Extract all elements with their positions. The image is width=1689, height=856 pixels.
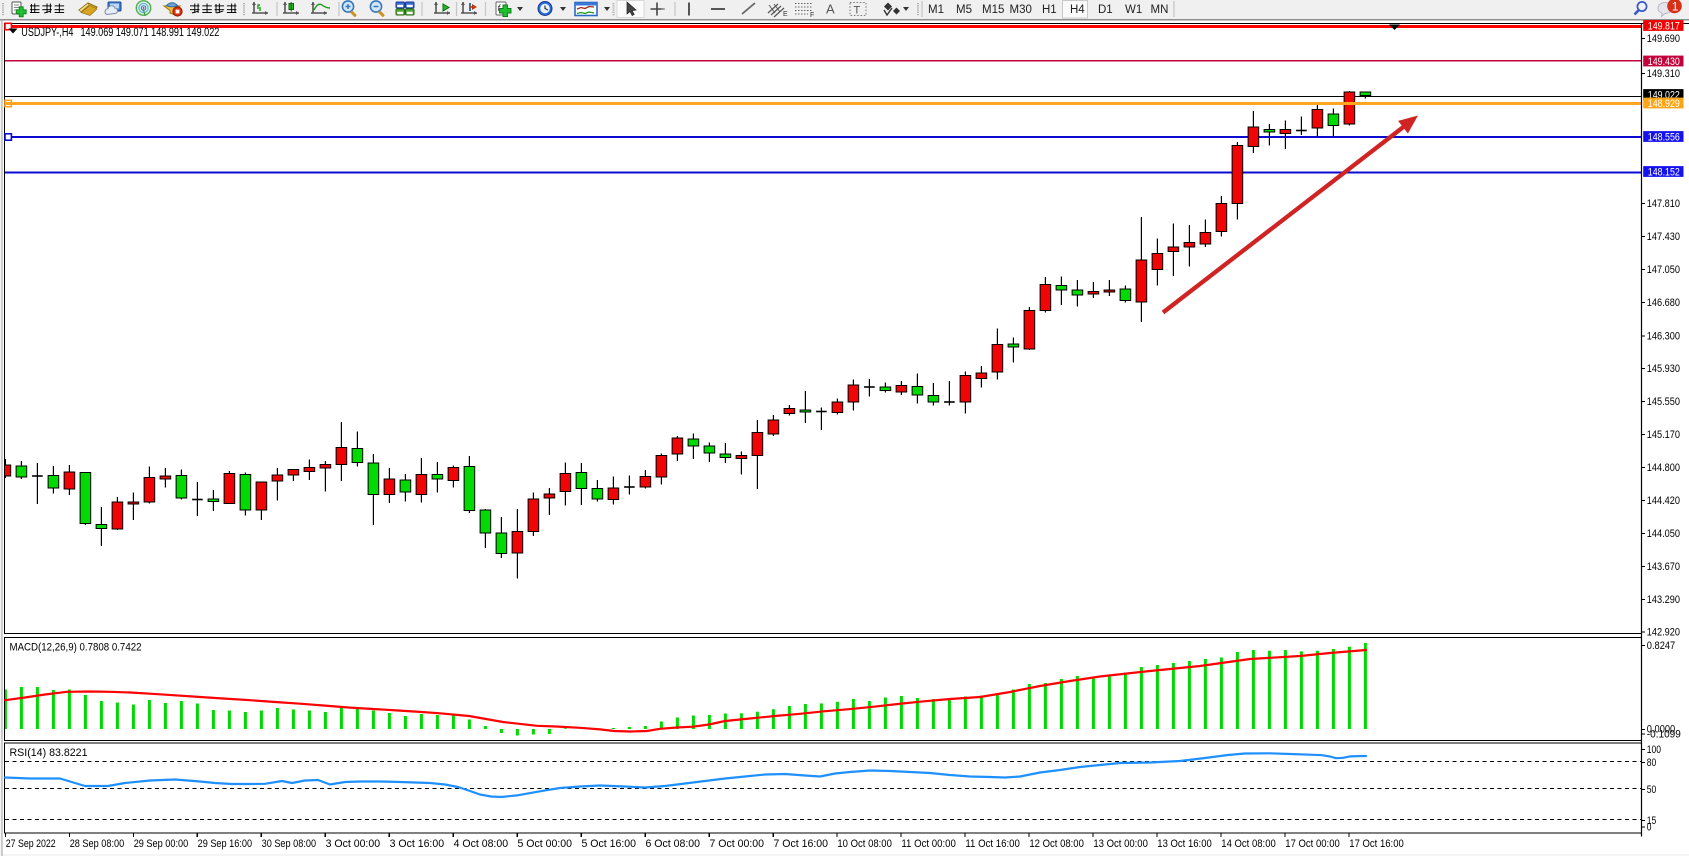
svg-text:17 Oct 00:00: 17 Oct 00:00 [1285, 838, 1340, 850]
svg-text:M30: M30 [1010, 4, 1032, 16]
svg-text:149.430: 149.430 [1648, 56, 1680, 68]
svg-text:147.810: 147.810 [1647, 198, 1680, 210]
svg-text:-0.1099: -0.1099 [1647, 728, 1681, 740]
svg-text:0.8247: 0.8247 [1647, 640, 1675, 652]
svg-text:A: A [826, 2, 835, 17]
svg-text:29 Sep 00:00: 29 Sep 00:00 [134, 838, 189, 850]
svg-text:M15: M15 [982, 4, 1004, 16]
svg-text:145.930: 145.930 [1647, 363, 1680, 375]
svg-text:27 Sep 2022: 27 Sep 2022 [6, 838, 56, 850]
svg-text:148.152: 148.152 [1648, 166, 1680, 178]
svg-text:147.430: 147.430 [1647, 231, 1680, 243]
svg-text:W1: W1 [1125, 4, 1142, 16]
svg-text:E: E [783, 11, 788, 18]
svg-text:MACD(12,26,9) 0.7808 0.7422: MACD(12,26,9) 0.7808 0.7422 [10, 642, 142, 654]
svg-text:3 Oct 00:00: 3 Oct 00:00 [326, 838, 381, 850]
svg-text:148.929: 148.929 [1648, 98, 1680, 110]
svg-text:100: 100 [1647, 744, 1661, 756]
svg-text:H4: H4 [1070, 4, 1085, 16]
svg-text:4 Oct 08:00: 4 Oct 08:00 [454, 838, 509, 850]
svg-text:M1: M1 [928, 4, 944, 16]
svg-text:F: F [810, 12, 814, 19]
svg-text:148.556: 148.556 [1648, 131, 1680, 143]
svg-text:10 Oct 08:00: 10 Oct 08:00 [837, 838, 892, 850]
svg-text:145.170: 145.170 [1647, 429, 1680, 441]
svg-text:149.817: 149.817 [1648, 20, 1680, 32]
svg-text:7 Oct 16:00: 7 Oct 16:00 [774, 838, 829, 850]
svg-text:144.800: 144.800 [1647, 462, 1680, 474]
svg-text:28 Sep 08:00: 28 Sep 08:00 [70, 838, 125, 850]
svg-text:f: f [498, 3, 502, 13]
svg-text:D1: D1 [1098, 4, 1113, 16]
svg-text:29 Sep 16:00: 29 Sep 16:00 [198, 838, 253, 850]
svg-text:50: 50 [1647, 784, 1657, 796]
svg-text:5 Oct 00:00: 5 Oct 00:00 [518, 838, 573, 850]
svg-text:7 Oct 00:00: 7 Oct 00:00 [710, 838, 765, 850]
svg-text:M5: M5 [956, 4, 972, 16]
svg-text:3 Oct 16:00: 3 Oct 16:00 [390, 838, 445, 850]
svg-text:149.310: 149.310 [1647, 68, 1680, 80]
svg-text:146.680: 146.680 [1647, 297, 1680, 309]
svg-text:MN: MN [1151, 4, 1169, 16]
svg-text:5 Oct 16:00: 5 Oct 16:00 [582, 838, 637, 850]
svg-text:14 Oct 08:00: 14 Oct 08:00 [1221, 838, 1276, 850]
svg-text:12 Oct 08:00: 12 Oct 08:00 [1029, 838, 1084, 850]
svg-text:T: T [854, 5, 861, 17]
svg-text:143.670: 143.670 [1647, 561, 1680, 573]
svg-text:142.920: 142.920 [1647, 626, 1680, 638]
svg-text:149.690: 149.690 [1647, 33, 1680, 45]
svg-text:6 Oct 08:00: 6 Oct 08:00 [646, 838, 701, 850]
svg-text:USDJPY-,H4 149.069 149.071 14: USDJPY-,H4 149.069 149.071 148.991 149.0… [21, 27, 219, 39]
svg-text:11 Oct 16:00: 11 Oct 16:00 [965, 838, 1020, 850]
svg-text:1: 1 [1672, 0, 1679, 14]
svg-text:146.300: 146.300 [1647, 330, 1680, 342]
svg-text:H1: H1 [1042, 4, 1057, 16]
svg-text:145.550: 145.550 [1647, 396, 1680, 408]
svg-text:80: 80 [1647, 757, 1657, 769]
svg-text:15: 15 [1647, 815, 1657, 827]
svg-text:13 Oct 00:00: 13 Oct 00:00 [1093, 838, 1148, 850]
svg-text:147.050: 147.050 [1647, 264, 1680, 276]
svg-text:143.290: 143.290 [1647, 594, 1680, 606]
svg-text:17 Oct 16:00: 17 Oct 16:00 [1349, 838, 1404, 850]
svg-text:11 Oct 00:00: 11 Oct 00:00 [901, 838, 956, 850]
svg-text:0.0000: 0.0000 [1647, 724, 1675, 736]
svg-text:13 Oct 16:00: 13 Oct 16:00 [1157, 838, 1212, 850]
svg-text:144.050: 144.050 [1647, 528, 1680, 540]
svg-text:RSI(14) 83.8221: RSI(14) 83.8221 [10, 747, 88, 759]
svg-text:0: 0 [1647, 821, 1652, 833]
svg-text:30 Sep 08:00: 30 Sep 08:00 [262, 838, 317, 850]
svg-text:144.420: 144.420 [1647, 495, 1680, 507]
